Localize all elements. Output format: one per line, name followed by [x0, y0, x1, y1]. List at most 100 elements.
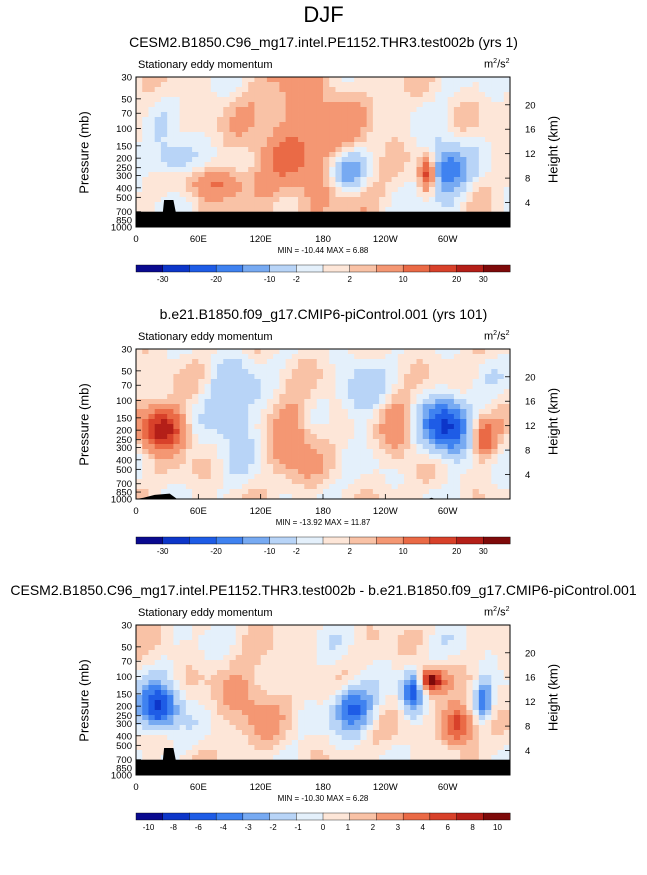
heat-cell — [317, 369, 324, 374]
heat-cell — [180, 349, 187, 354]
heat-cell — [491, 187, 498, 192]
heat-cell — [435, 690, 442, 695]
heat-cell — [466, 137, 473, 142]
heat-cell — [211, 464, 218, 469]
heat-cell — [479, 670, 486, 675]
heat-cell — [267, 82, 274, 87]
heat-cell — [323, 77, 330, 82]
heat-cell — [392, 650, 399, 655]
heat-cell — [342, 207, 349, 212]
heat-cell — [242, 117, 249, 122]
heat-cell — [423, 695, 430, 700]
heat-cell — [485, 177, 492, 182]
heat-cell — [348, 192, 355, 197]
heat-cell — [142, 635, 149, 640]
heat-cell — [423, 172, 430, 177]
heat-cell — [498, 459, 505, 464]
heat-cell — [173, 635, 180, 640]
heat-cell — [211, 414, 218, 419]
heat-cell — [142, 705, 149, 710]
heat-cell — [373, 157, 380, 162]
heat-cell — [205, 720, 212, 725]
heat-cell — [192, 434, 199, 439]
heat-cell — [417, 349, 424, 354]
heat-cell — [317, 399, 324, 404]
heat-cell — [254, 177, 261, 182]
heat-cell — [373, 384, 380, 389]
heat-cell — [479, 710, 486, 715]
heat-cell — [205, 715, 212, 720]
heat-cell — [236, 479, 243, 484]
heat-cell — [392, 489, 399, 494]
heat-cell — [311, 117, 318, 122]
x-tick-label: 120E — [250, 506, 272, 517]
heat-cell — [311, 489, 318, 494]
heat-cell — [142, 419, 149, 424]
heat-cell — [273, 162, 280, 167]
heat-cell — [298, 172, 305, 177]
heat-cell — [167, 414, 174, 419]
heat-cell — [248, 197, 255, 202]
heat-cell — [342, 197, 349, 202]
heat-cell — [223, 112, 230, 117]
heat-cell — [398, 625, 405, 630]
heat-cell — [298, 147, 305, 152]
heat-cell — [385, 695, 392, 700]
heat-cell — [410, 469, 417, 474]
heat-cell — [148, 147, 155, 152]
heat-cell — [173, 187, 180, 192]
heat-cell — [161, 127, 168, 132]
heat-cell — [504, 379, 511, 384]
heat-cell — [311, 700, 318, 705]
heat-cell — [392, 137, 399, 142]
heat-cell — [142, 434, 149, 439]
heat-cell — [180, 474, 187, 479]
heat-cell — [373, 102, 380, 107]
heat-cell — [429, 112, 436, 117]
colorbar-label: -20 — [210, 275, 222, 284]
heat-cell — [292, 409, 299, 414]
heat-cell — [205, 685, 212, 690]
heat-cell — [454, 147, 461, 152]
heat-cell — [304, 102, 311, 107]
heat-cell — [354, 469, 361, 474]
heat-cell — [335, 670, 342, 675]
heat-cell — [454, 142, 461, 147]
heat-cell — [248, 710, 255, 715]
heat-cell — [180, 157, 187, 162]
heat-cell — [223, 449, 230, 454]
heat-cell — [173, 107, 180, 112]
heat-cell — [441, 354, 448, 359]
heat-cell — [410, 429, 417, 434]
heat-cell — [155, 419, 162, 424]
heat-cell — [304, 122, 311, 127]
heat-cell — [342, 449, 349, 454]
heat-cell — [180, 389, 187, 394]
heat-cell — [217, 122, 224, 127]
heat-cell — [223, 715, 230, 720]
heat-cell — [286, 82, 293, 87]
heat-cell — [504, 142, 511, 147]
heat-cell — [167, 147, 174, 152]
heat-cell — [311, 77, 318, 82]
heat-cell — [354, 484, 361, 489]
heat-cell — [142, 117, 149, 122]
heat-cell — [323, 625, 330, 630]
heat-cell — [367, 349, 374, 354]
heat-cell — [373, 379, 380, 384]
heat-cell — [267, 177, 274, 182]
heat-cell — [254, 710, 261, 715]
heat-cell — [423, 369, 430, 374]
heat-cell — [242, 364, 249, 369]
heat-cell — [360, 424, 367, 429]
heat-cell — [205, 379, 212, 384]
heat-cell — [161, 680, 168, 685]
heat-cell — [429, 162, 436, 167]
heat-cell — [217, 705, 224, 710]
heat-cell — [373, 167, 380, 172]
heat-cell — [173, 479, 180, 484]
heat-cell — [192, 207, 199, 212]
heat-cell — [261, 107, 268, 112]
heat-cell — [173, 715, 180, 720]
heat-cell — [367, 439, 374, 444]
